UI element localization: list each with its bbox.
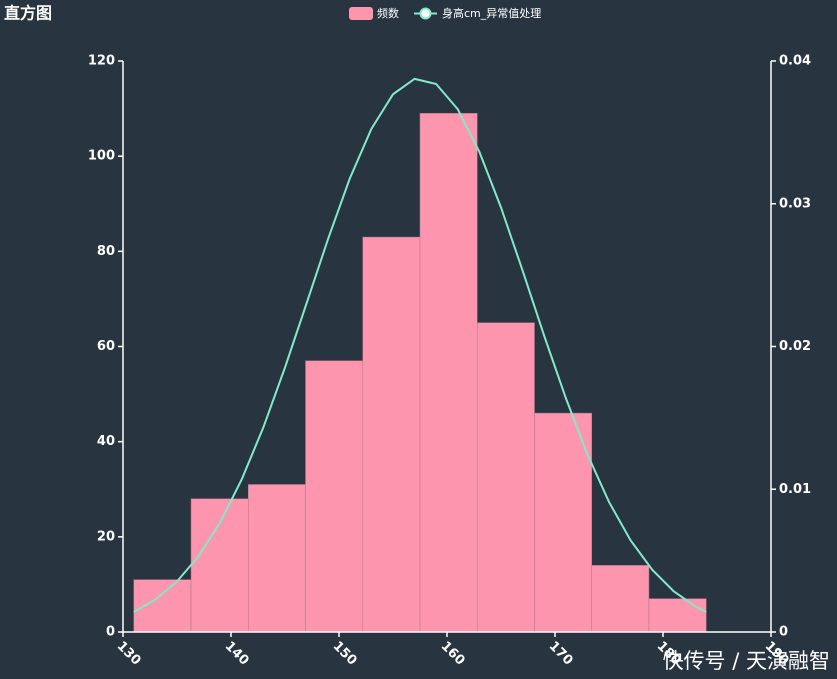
y2-tick-label: 0: [779, 625, 788, 640]
bar: [248, 484, 306, 633]
bar: [133, 579, 192, 633]
bar: [419, 113, 478, 633]
y2-tick-label: 0.02: [779, 339, 811, 354]
density-line: [133, 77, 707, 613]
bar: [648, 598, 707, 633]
y-tick-label: 20: [97, 529, 115, 544]
y2-tick-label: 0.04: [779, 54, 811, 69]
legend-label: 身高cm_异常值处理: [442, 6, 541, 20]
bar: [305, 360, 364, 633]
bar: [591, 565, 650, 633]
y-tick-label: 40: [97, 434, 115, 449]
legend-marker: [419, 7, 432, 20]
y-tick-label: 100: [88, 149, 115, 164]
y-tick-label: 80: [97, 244, 115, 259]
watermark: 快传号 / 天演融智: [663, 649, 830, 673]
y-tick-label: 120: [88, 54, 115, 69]
y2-tick-label: 0.03: [779, 196, 811, 211]
bar: [362, 236, 421, 633]
bar: [534, 412, 592, 633]
chart-title: 直方图: [4, 4, 52, 23]
y-tick-label: 0: [106, 625, 115, 640]
legend-swatch: [349, 7, 373, 20]
y2-tick-label: 0.01: [779, 482, 811, 497]
y-tick-label: 60: [97, 339, 115, 354]
legend-label: 频数: [377, 6, 399, 20]
bar: [190, 498, 249, 633]
bar: [476, 322, 535, 633]
